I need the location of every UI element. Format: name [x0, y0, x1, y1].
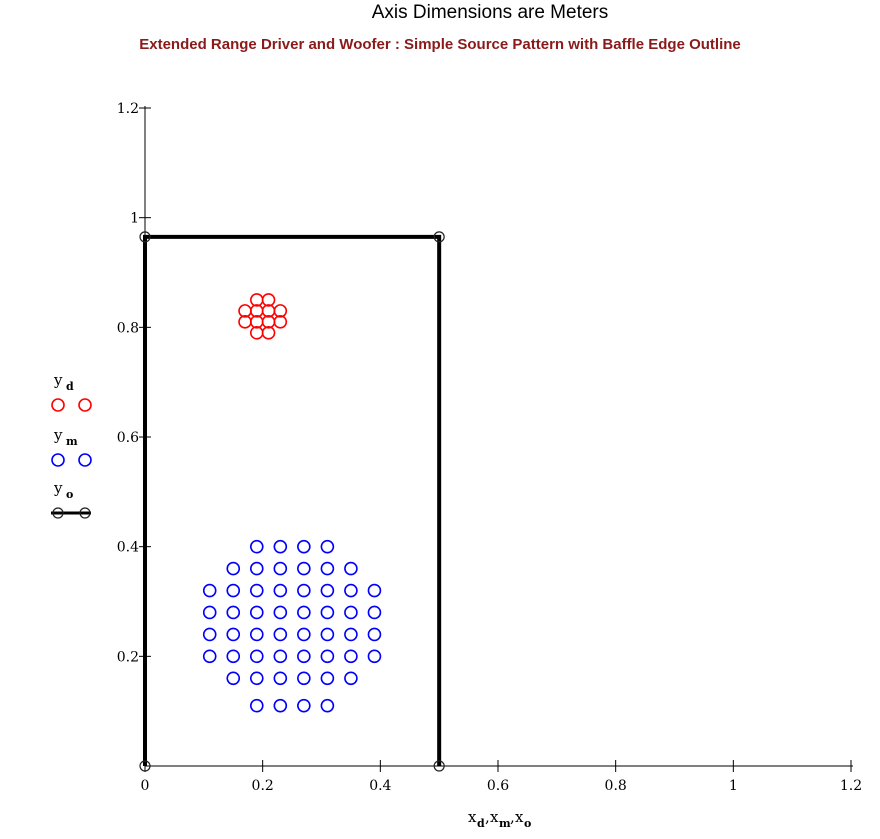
series-point-m	[249, 583, 264, 598]
series-line-o	[143, 234, 442, 766]
y-tick-label: 1	[130, 211, 139, 227]
x-tick-label: 0	[141, 778, 150, 794]
series-point-m	[344, 671, 358, 686]
series-point-m	[344, 605, 358, 620]
series-point-o	[139, 760, 151, 772]
series-point-m	[202, 583, 217, 598]
x-axis-label-sub: m	[499, 817, 511, 830]
series-point-m	[273, 671, 288, 686]
series-point-m	[320, 583, 335, 598]
series-point-m	[249, 671, 264, 686]
x-tick-label: 0.4	[369, 778, 391, 794]
x-tick-label: 0.6	[487, 778, 509, 794]
series-point-d	[273, 315, 288, 329]
series-point-m	[226, 605, 241, 620]
x-tick-label: 1	[729, 778, 738, 794]
series-point-d	[261, 293, 276, 307]
series-point-m	[367, 627, 382, 642]
series-point-m	[202, 627, 217, 642]
series-point-o	[433, 231, 445, 243]
series-point-m	[273, 649, 288, 664]
series-point-m	[320, 539, 335, 554]
series-point-m	[226, 671, 241, 686]
series-point-m	[320, 698, 335, 713]
legend-marker-m	[51, 453, 65, 467]
series-point-m	[226, 583, 241, 598]
series-point-m	[297, 627, 311, 642]
series-point-m	[297, 698, 311, 713]
series-point-m	[344, 561, 358, 576]
series-point-m	[320, 605, 335, 620]
legend-marker-o	[79, 507, 91, 519]
legend-marker-d	[78, 398, 92, 412]
legend-label-o: y	[53, 479, 63, 497]
series-point-m	[202, 649, 217, 664]
x-axis-label-sub: o	[524, 817, 531, 830]
chart-subtitle: Extended Range Driver and Woofer : Simpl…	[139, 36, 741, 53]
legend-sub-o: o	[66, 488, 73, 501]
x-tick-label: 1.2	[840, 778, 862, 794]
chart-title: Axis Dimensions are Meters	[371, 2, 609, 23]
series-point-m	[320, 627, 335, 642]
x-axis-label-sub: d	[477, 817, 485, 830]
series-point-m	[344, 649, 358, 664]
series-point-m	[320, 561, 335, 576]
series-point-m	[226, 627, 241, 642]
legend-sub-d: d	[66, 380, 74, 393]
series-point-o	[433, 760, 445, 772]
series-point-m	[273, 561, 288, 576]
series-point-m	[273, 627, 288, 642]
legend-marker-m	[78, 453, 92, 467]
y-tick-label: 0.2	[117, 649, 139, 665]
x-axis-label: ,	[510, 808, 515, 826]
series-point-m	[249, 698, 264, 713]
legend-label-m: y	[53, 426, 63, 444]
series-point-m	[273, 698, 288, 713]
series-point-m	[297, 539, 311, 554]
legend-marker-d	[51, 398, 65, 412]
series-point-m	[249, 539, 264, 554]
x-tick-label: 0.2	[252, 778, 274, 794]
series-point-m	[249, 627, 264, 642]
series-point-m	[367, 583, 382, 598]
series-point-m	[273, 605, 288, 620]
x-axis-label: x	[490, 808, 499, 826]
legend-label-d: y	[53, 371, 63, 389]
series-point-m	[249, 649, 264, 664]
y-tick-label: 0.6	[117, 430, 139, 446]
y-tick-label: 1.2	[117, 101, 139, 117]
series-point-d	[273, 304, 288, 318]
legend-sub-m: m	[66, 435, 78, 448]
series-point-m	[273, 539, 288, 554]
series-point-o	[139, 231, 151, 243]
y-tick-label: 0.8	[117, 320, 139, 336]
x-axis-label: x	[468, 808, 477, 826]
series-point-d	[261, 326, 276, 340]
series-point-m	[226, 561, 241, 576]
series-point-m	[320, 671, 335, 686]
x-axis-label: x	[515, 808, 524, 826]
legend-marker-o	[52, 507, 64, 519]
series-point-m	[249, 605, 264, 620]
series-point-m	[297, 671, 311, 686]
series-point-m	[297, 649, 311, 664]
y-tick-label: 0.4	[117, 540, 139, 556]
series-point-m	[297, 561, 311, 576]
series-point-m	[202, 605, 217, 620]
x-axis-label: ,	[485, 808, 490, 826]
series-point-m	[297, 605, 311, 620]
series-point-m	[320, 649, 335, 664]
series-point-m	[367, 605, 382, 620]
series-point-m	[344, 627, 358, 642]
series-point-m	[226, 649, 241, 664]
series-point-m	[249, 561, 264, 576]
series-point-m	[273, 583, 288, 598]
x-tick-label: 0.8	[605, 778, 627, 794]
series-point-m	[344, 583, 358, 598]
series-point-m	[367, 649, 382, 664]
series-point-m	[297, 583, 311, 598]
